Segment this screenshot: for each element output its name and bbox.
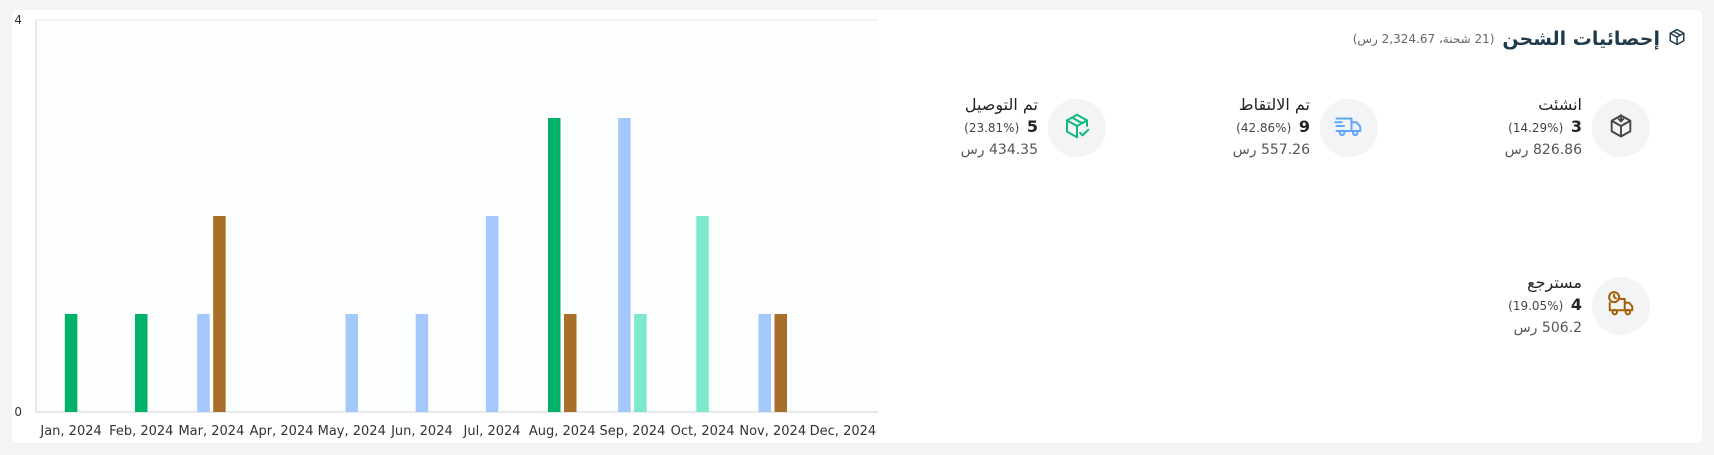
stat-returned: مسترجع 4 (19.05%) 506.2 رس — [1508, 273, 1650, 338]
bar-series2-7 — [564, 314, 577, 412]
stat-returned-count: 4 — [1570, 295, 1582, 314]
bar-series0-1 — [135, 314, 148, 412]
bar-series2-2 — [213, 216, 226, 412]
stat-picked-up-percent: (42.86%) — [1236, 121, 1292, 135]
bar-series1-4 — [345, 314, 358, 412]
bar-series2-10 — [774, 314, 787, 412]
stat-picked-up-label: تم الالتقاط — [1238, 95, 1310, 114]
y-tick-labels: 04 — [14, 13, 22, 419]
stat-delivered-percent: (23.81%) — [964, 121, 1020, 135]
stat-created-icon-circle — [1592, 98, 1650, 157]
package-box-icon — [1607, 112, 1635, 144]
stat-created-percent: (14.29%) — [1508, 121, 1564, 135]
stat-returned-label: مسترجع — [1527, 273, 1582, 292]
stat-picked-up-amount: 557.26 رس — [1232, 142, 1310, 158]
bar-series1-6 — [485, 216, 499, 412]
x-tick-label: Feb, 2024 — [109, 424, 173, 439]
shipping-chart: Jan, 2024 Feb, 2024 Mar, 2024 Apr, 2024 May,… — [14, 13, 878, 439]
bar-series3-9 — [696, 216, 709, 412]
stat-picked-up-icon-circle — [1320, 98, 1378, 157]
stat-picked-up: تم الالتقاط 9 (42.86%) 557.26 رس — [1233, 95, 1378, 160]
stat-delivered-amount: 434.35 رس — [960, 142, 1038, 158]
stat-returned-icon-circle — [1592, 276, 1650, 335]
x-tick-label: Sep, 2024 — [599, 424, 665, 439]
bar-series1-10 — [758, 314, 771, 412]
x-tick-label: Oct, 2024 — [671, 424, 735, 439]
stat-created-count: 3 — [1570, 117, 1582, 136]
delivery-truck-icon — [1334, 111, 1364, 145]
x-tick-label: Aug, 2024 — [529, 424, 596, 439]
title-row: إحصائيات الشحن (21 شحنة، 2,324.67 رس) — [1353, 28, 1686, 50]
stat-returned-amount: 506.2 رس — [1513, 320, 1582, 336]
bars-group — [64, 118, 787, 412]
bar-series1-8 — [618, 118, 631, 412]
stat-delivered-count: 5 — [1026, 117, 1038, 136]
bar-series1-5 — [415, 314, 429, 412]
x-tick-labels: Jan, 2024 Feb, 2024 Mar, 2024 Apr, 2024 May,… — [39, 424, 876, 439]
x-tick-label: Apr, 2024 — [250, 424, 314, 439]
x-tick-label: Dec, 2024 — [810, 424, 877, 439]
stat-created: انشئت 3 (14.29%) 826.86 رس — [1505, 95, 1650, 160]
x-tick-label: Mar, 2024 — [178, 424, 244, 439]
stat-delivered: تم التوصيل 5 (23.81%) 434.35 رس — [961, 95, 1106, 160]
bar-series0-7 — [548, 118, 561, 412]
chart-plot-area — [36, 20, 878, 412]
shipments-summary: (21 شحنة، 2,324.67 رس) — [1352, 32, 1495, 46]
stat-returned-percent: (19.05%) — [1508, 299, 1564, 313]
page-title: إحصائيات الشحن — [1502, 28, 1660, 50]
y-tick-label: 4 — [14, 13, 22, 27]
bar-series0-0 — [64, 314, 78, 412]
stat-created-label: انشئت — [1538, 95, 1582, 114]
stat-delivered-label: تم التوصيل — [964, 95, 1038, 114]
x-tick-label: Jan, 2024 — [39, 424, 101, 439]
bar-series1-2 — [197, 314, 210, 412]
return-truck-icon — [1606, 289, 1636, 323]
package-check-icon — [1062, 111, 1092, 145]
stat-picked-up-count: 9 — [1298, 117, 1310, 136]
bar-series3-8 — [634, 314, 647, 412]
x-tick-label: May, 2024 — [318, 424, 386, 439]
stat-created-amount: 826.86 رس — [1504, 142, 1582, 158]
y-tick-label: 0 — [14, 405, 22, 419]
package-icon — [1668, 28, 1686, 50]
x-tick-label: Jun, 2024 — [390, 424, 453, 439]
stat-delivered-icon-circle — [1048, 98, 1106, 157]
x-tick-label: Jul, 2024 — [463, 424, 521, 439]
x-tick-label: Nov, 2024 — [739, 424, 806, 439]
